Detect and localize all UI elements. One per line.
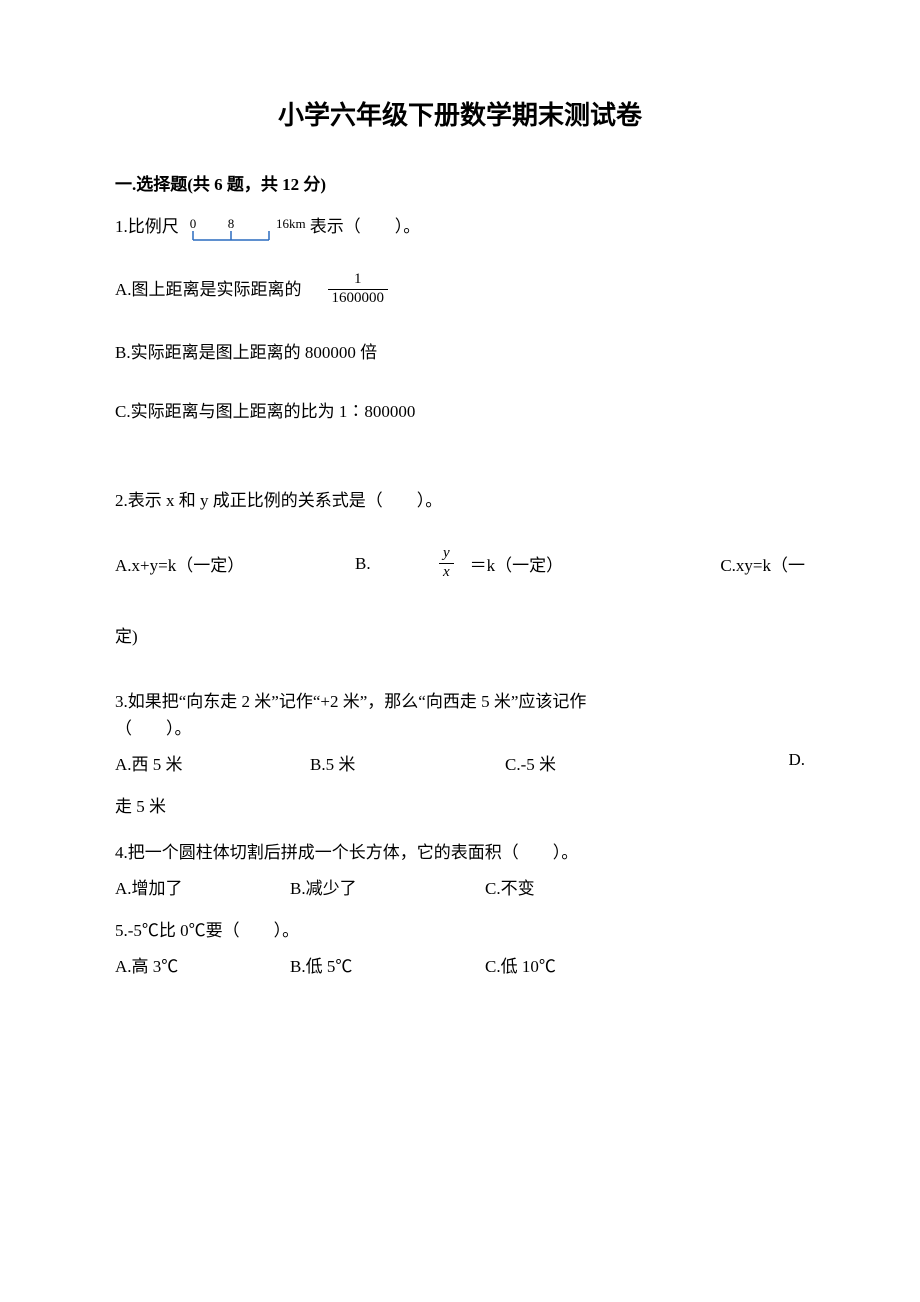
q2-option-c: C.xy=k（一: [585, 551, 805, 576]
scale-ruler-icon: 0 8 16km: [181, 216, 306, 246]
q1-stem: 1.比例尺 0 8 16km 表示（ ）。: [115, 213, 805, 240]
q2-option-b-mid: y x ＝k（一定）: [435, 546, 585, 581]
q5-options: A.高 3℃ B.低 5℃ C.低 10℃: [115, 952, 805, 977]
q1-opt-a-text: A.图上距离是实际距离的: [115, 276, 302, 303]
q4-option-b: B.减少了: [290, 874, 485, 899]
q1-option-a: A.图上距离是实际距离的 1 1600000: [115, 272, 805, 307]
q5-stem: 5.-5℃比 0℃要（ ）。: [115, 917, 805, 944]
q2-option-b-post: ＝k（一定）: [470, 551, 564, 576]
q3-option-a: A.西 5 米: [115, 750, 310, 775]
q2-options: A.x+y=k（一定） B. y x ＝k（一定） C.xy=k（一: [115, 546, 805, 581]
q1-option-c: C.实际距离与图上距离的比为 1∶800000: [115, 398, 805, 425]
fraction-denominator: x: [439, 564, 454, 581]
q4-option-a: A.增加了: [115, 874, 290, 899]
fraction-numerator: y: [439, 546, 454, 564]
q1-opt-a-fraction: 1 1600000: [328, 272, 389, 307]
q3-option-b: B.5 米: [310, 750, 505, 775]
q2-stem: 2.表示 x 和 y 成正比例的关系式是（ ）。: [115, 487, 805, 514]
q1-option-b: B.实际距离是图上距离的 800000 倍: [115, 339, 805, 366]
q3-option-c: C.-5 米: [505, 750, 705, 775]
q3-option-d: D.: [705, 750, 805, 775]
page-title: 小学六年级下册数学期末测试卷: [115, 95, 805, 132]
section-header: 一.选择题(共 6 题，共 12 分): [115, 170, 805, 195]
fraction-denominator: 1600000: [328, 290, 389, 307]
q4-options: A.增加了 B.减少了 C.不变: [115, 874, 805, 899]
fraction-numerator: 1: [328, 272, 389, 290]
q3-wrap: 走 5 米: [115, 793, 805, 820]
q3-stem-line1: 3.如果把“向东走 2 米”记作“+2 米”，那么“向西走 5 米”应该记作: [115, 688, 805, 715]
q1-stem-post: 表示（ ）。: [310, 213, 421, 240]
q2-option-b-pre: B.: [355, 554, 435, 574]
page: 小学六年级下册数学期末测试卷 一.选择题(共 6 题，共 12 分) 1.比例尺…: [0, 0, 920, 1302]
q4-stem: 4.把一个圆柱体切割后拼成一个长方体，它的表面积（ ）。: [115, 839, 805, 866]
q5-option-a: A.高 3℃: [115, 952, 290, 977]
q2-wrap: 定): [115, 623, 805, 650]
q1-stem-pre: 1.比例尺: [115, 213, 179, 240]
scale-tick-0: 0: [190, 216, 197, 231]
scale-tick-1: 8: [228, 216, 235, 231]
q2-option-a: A.x+y=k（一定）: [115, 551, 355, 576]
q5-option-b: B.低 5℃: [290, 952, 485, 977]
q4-option-c: C.不变: [485, 874, 805, 899]
q3-stem-line2: （ ）。: [115, 715, 805, 742]
q5-option-c: C.低 10℃: [485, 952, 805, 977]
q2-fraction: y x: [439, 546, 454, 581]
scale-tick-2: 16km: [276, 216, 306, 231]
q3-options: A.西 5 米 B.5 米 C.-5 米 D.: [115, 750, 805, 775]
